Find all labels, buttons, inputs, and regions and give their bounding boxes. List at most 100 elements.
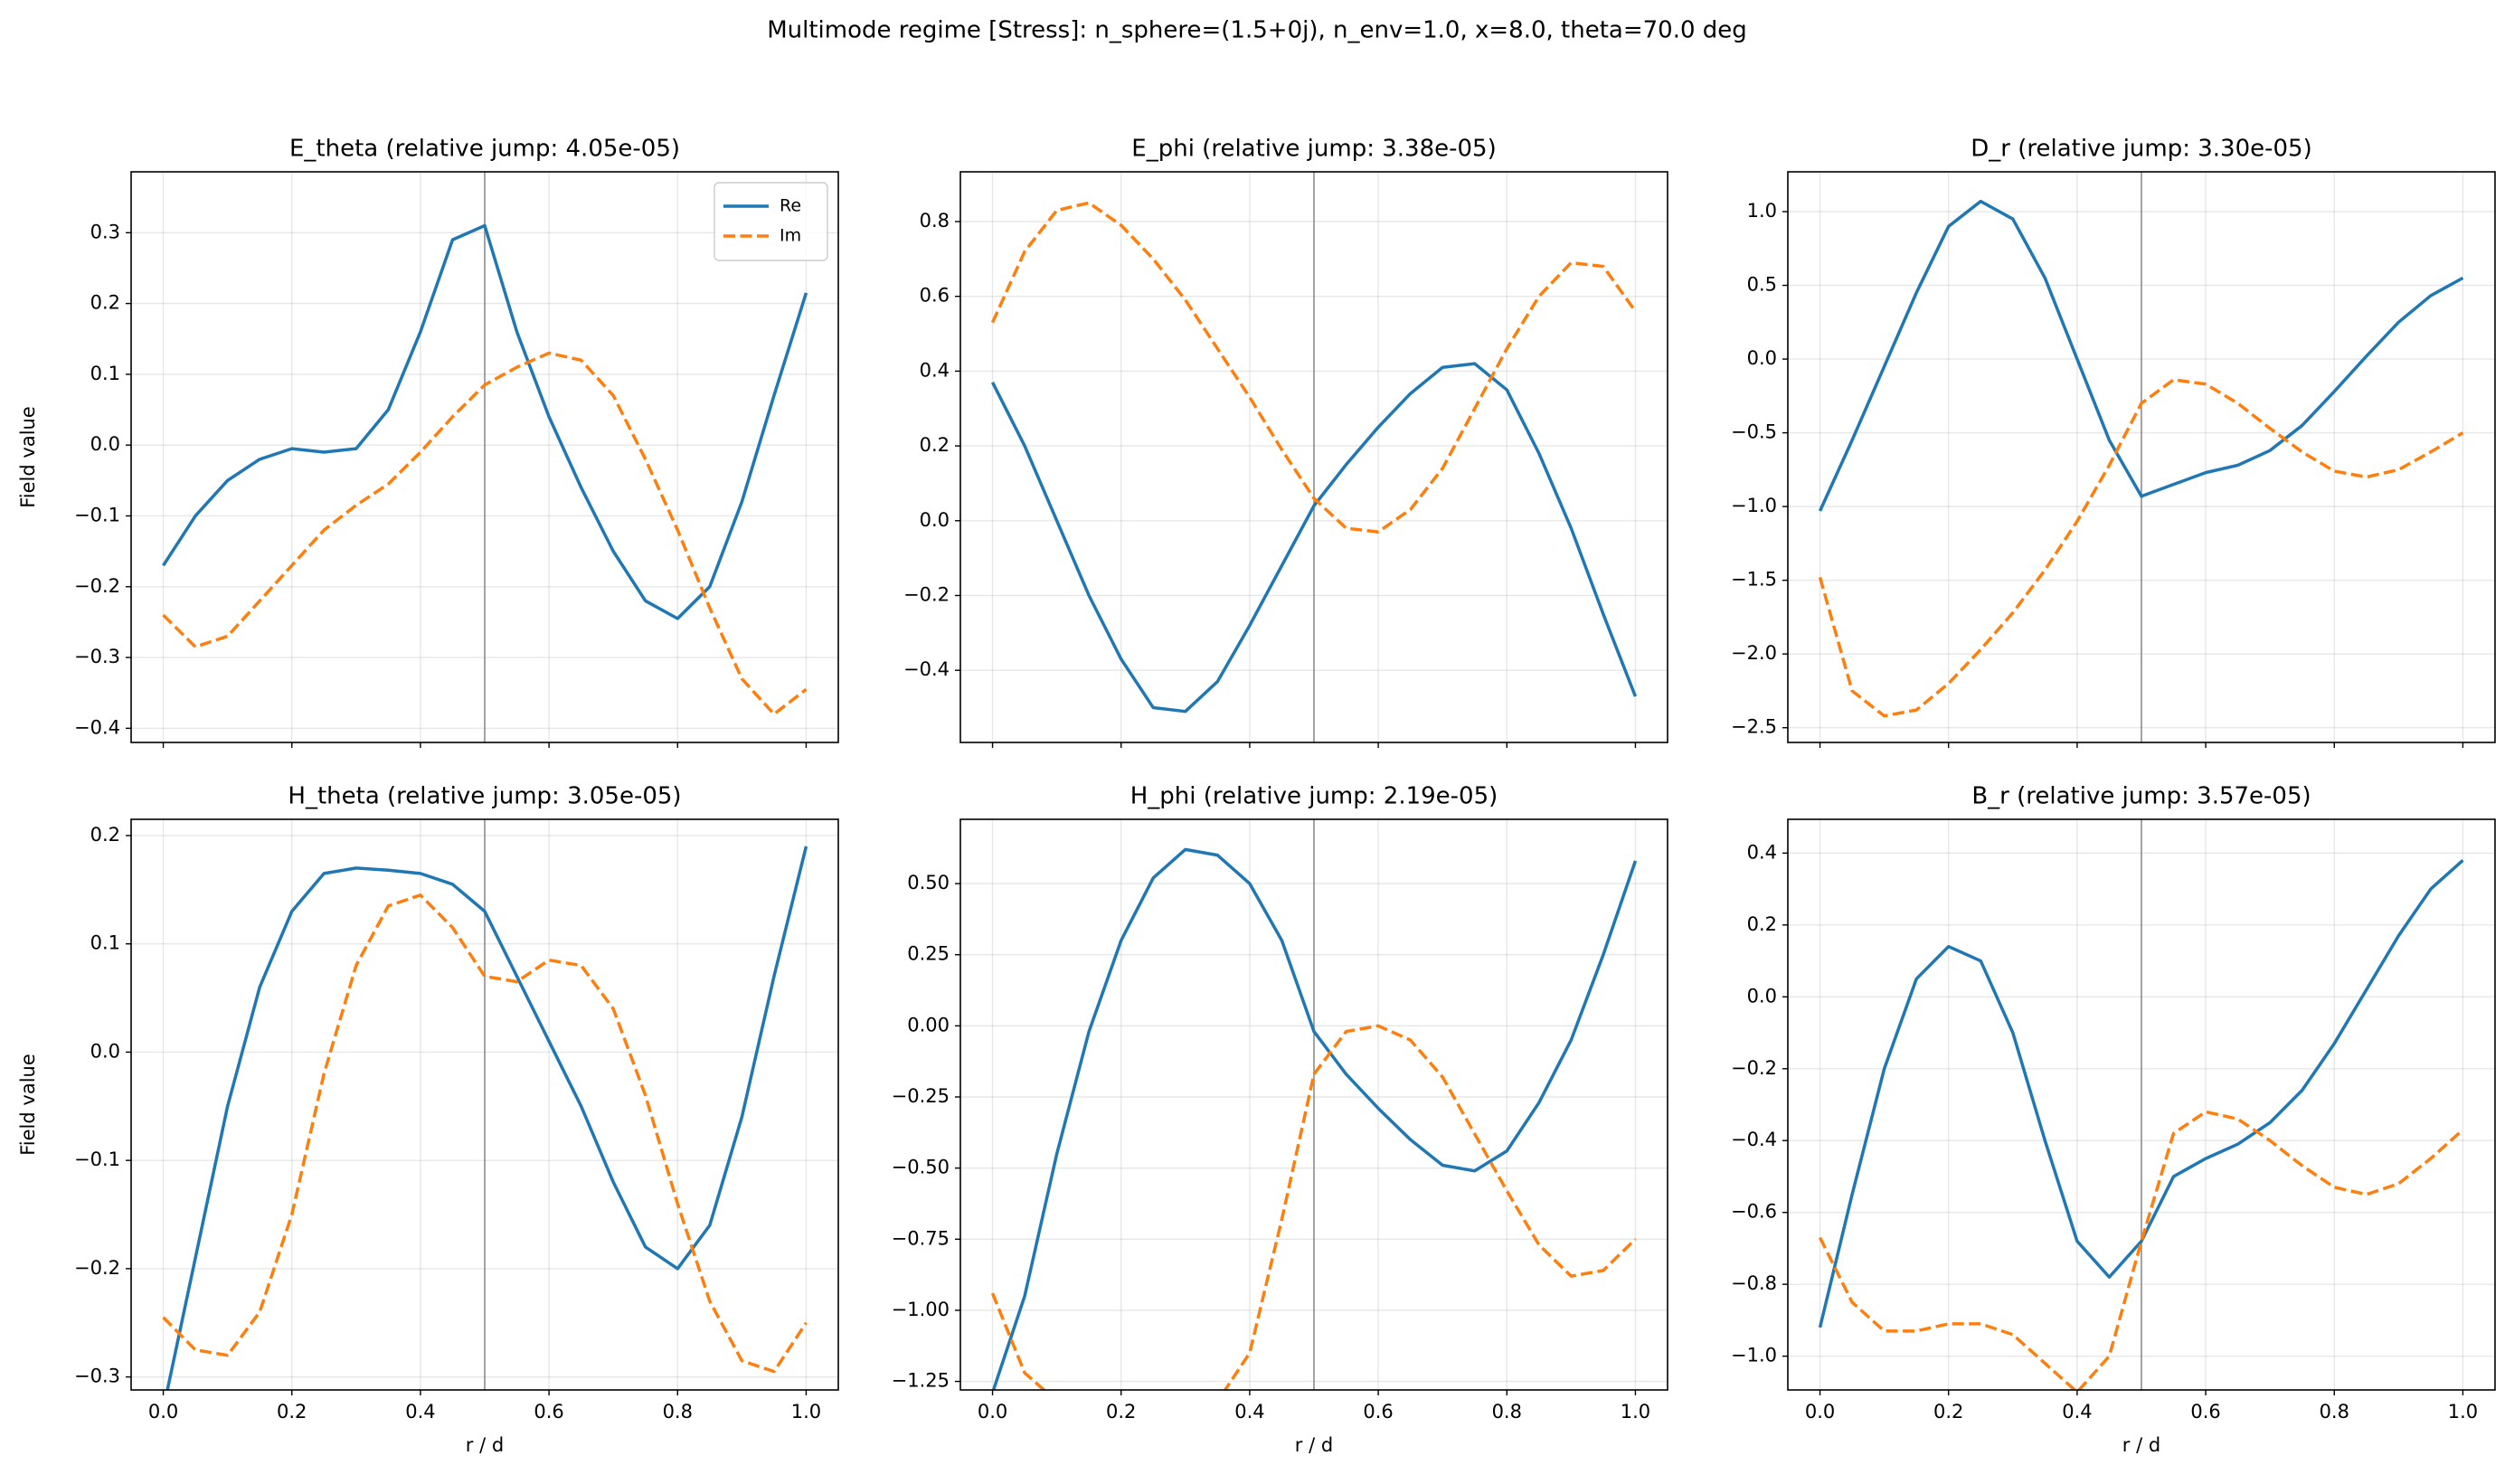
y-tick-label: −0.4 — [903, 658, 950, 680]
y-tick-label: 1.0 — [1747, 200, 1777, 222]
x-axis-label: r / d — [466, 1434, 504, 1456]
y-tick-label: −0.2 — [903, 583, 950, 605]
axes-frame — [1787, 171, 2496, 743]
x-tick-label: 0.4 — [2062, 1401, 2092, 1423]
y-tick-label: 0.1 — [90, 932, 120, 954]
y-tick-label: −0.5 — [1731, 421, 1777, 443]
y-tick-label: 0.2 — [90, 824, 120, 846]
axes-frame — [1787, 818, 2496, 1391]
y-tick-label: 0.25 — [907, 943, 950, 965]
y-tick-label: 0.4 — [920, 359, 950, 381]
x-tick-label: 0.8 — [2320, 1401, 2349, 1423]
x-axis-label: r / d — [1295, 1434, 1333, 1456]
axes-frame — [130, 171, 839, 743]
x-tick-label: 0.0 — [1805, 1401, 1835, 1423]
y-tick-label: −0.2 — [74, 575, 120, 597]
y-tick-label: 0.2 — [90, 292, 120, 314]
y-axis-label: Field value — [17, 406, 39, 508]
y-tick-label: −0.4 — [74, 716, 120, 738]
plot-area — [990, 847, 1638, 1390]
x-tick-label: 0.2 — [1933, 1401, 1963, 1423]
y-tick-label: −1.25 — [892, 1370, 950, 1392]
legend-label: Re — [780, 196, 801, 216]
x-tick-label: 0.4 — [405, 1401, 435, 1423]
x-tick-label: 0.8 — [1492, 1401, 1522, 1423]
plot-area — [990, 201, 1638, 714]
y-tick-label: −0.4 — [1731, 1129, 1777, 1150]
y-tick-label: −0.1 — [74, 1148, 120, 1170]
x-tick-label: 0.6 — [2190, 1401, 2220, 1423]
figure-title: Multimode regime [Stress]: n_sphere=(1.5… — [767, 17, 1747, 44]
x-tick-label: 0.2 — [277, 1401, 307, 1423]
subplot: H_phi (relative jump: 2.19e-05) 0.0 0.2 0.4… — [892, 783, 1668, 1456]
y-tick-label: −2.0 — [1731, 642, 1777, 664]
x-tick-label: 0.0 — [978, 1401, 1007, 1423]
y-tick-label: −0.2 — [74, 1257, 120, 1279]
x-axis-label: r / d — [2122, 1434, 2160, 1456]
series-line — [1818, 858, 2464, 1328]
series-line — [162, 351, 808, 716]
y-tick-label: −0.6 — [1731, 1201, 1777, 1223]
y-tick-label: 0.8 — [920, 210, 950, 232]
subplot: H_theta (relative jump: 3.05e-05) 0.0 0.2 0… — [17, 783, 839, 1456]
y-tick-label: 0.0 — [1747, 985, 1777, 1007]
series-line — [1818, 199, 2464, 512]
legend-box — [714, 182, 828, 261]
y-tick-label: 0.0 — [920, 509, 950, 531]
y-tick-label: 0.1 — [90, 363, 120, 384]
y-tick-label: −1.0 — [1731, 495, 1777, 516]
subplot-title: B_r (relative jump: 3.57e-05) — [1971, 783, 2311, 810]
series-line — [990, 1024, 1637, 1390]
x-tick-label: 0.4 — [1234, 1401, 1264, 1423]
x-tick-label: 1.0 — [1621, 1401, 1650, 1423]
y-tick-label: 0.5 — [1747, 274, 1777, 296]
axes-frame — [130, 818, 839, 1391]
y-tick-label: 0.2 — [1747, 913, 1777, 935]
subplot: E_theta (relative jump: 4.05e-05) −0.4 −0.… — [17, 136, 839, 748]
subplot: E_phi (relative jump: 3.38e-05) −0.4 −0.2 0… — [903, 136, 1668, 748]
plot-area — [1818, 858, 2464, 1390]
y-tick-label: −0.3 — [74, 646, 120, 667]
y-tick-label: −0.50 — [892, 1157, 950, 1178]
series-line — [162, 223, 808, 620]
series-line — [990, 362, 1638, 714]
y-tick-label: 0.4 — [1747, 841, 1777, 863]
plot-area — [1818, 199, 2464, 718]
subplot-title: D_r (relative jump: 3.30e-05) — [1971, 136, 2312, 163]
y-tick-label: 0.2 — [920, 434, 950, 456]
y-tick-label: 0.50 — [907, 872, 950, 893]
y-tick-label: −0.3 — [74, 1366, 120, 1387]
subplot-title: H_theta (relative jump: 3.05e-05) — [288, 783, 681, 810]
x-tick-label: 1.0 — [2448, 1401, 2478, 1423]
subplot-title: E_phi (relative jump: 3.38e-05) — [1131, 136, 1496, 163]
y-tick-label: −2.5 — [1731, 716, 1777, 738]
y-tick-label: 0.0 — [90, 1040, 120, 1062]
plot-area — [162, 223, 808, 716]
axes-frame — [959, 171, 1668, 743]
y-tick-label: −1.0 — [1731, 1345, 1777, 1366]
series-line — [990, 201, 1637, 534]
subplot-title: H_phi (relative jump: 2.19e-05) — [1130, 783, 1498, 810]
y-axis-label: Field value — [17, 1054, 39, 1156]
series-line — [1818, 1110, 2464, 1390]
axes-frame — [959, 818, 1668, 1391]
y-tick-label: −0.75 — [892, 1227, 950, 1249]
x-tick-label: 0.8 — [663, 1401, 693, 1423]
y-tick-label: −0.25 — [892, 1085, 950, 1107]
legend-label: Im — [780, 226, 801, 246]
series-line — [162, 893, 808, 1374]
y-tick-label: −0.2 — [1731, 1057, 1777, 1079]
y-tick-label: −0.1 — [74, 504, 120, 525]
series-line — [1818, 378, 2464, 718]
y-tick-label: 0.6 — [920, 285, 950, 307]
series-line — [991, 847, 1638, 1390]
x-tick-label: 0.2 — [1106, 1401, 1136, 1423]
subplot: B_r (relative jump: 3.57e-05) 0.0 0.2 0.4 0.… — [1731, 783, 2496, 1456]
y-tick-label: −0.8 — [1731, 1272, 1777, 1294]
x-tick-label: 0.6 — [1363, 1401, 1393, 1423]
x-tick-label: 0.0 — [148, 1401, 178, 1423]
x-tick-label: 0.6 — [534, 1401, 563, 1423]
subplot: D_r (relative jump: 3.30e-05) −2.5 −2.0 −1.… — [1731, 136, 2496, 748]
plot-area — [162, 846, 808, 1390]
